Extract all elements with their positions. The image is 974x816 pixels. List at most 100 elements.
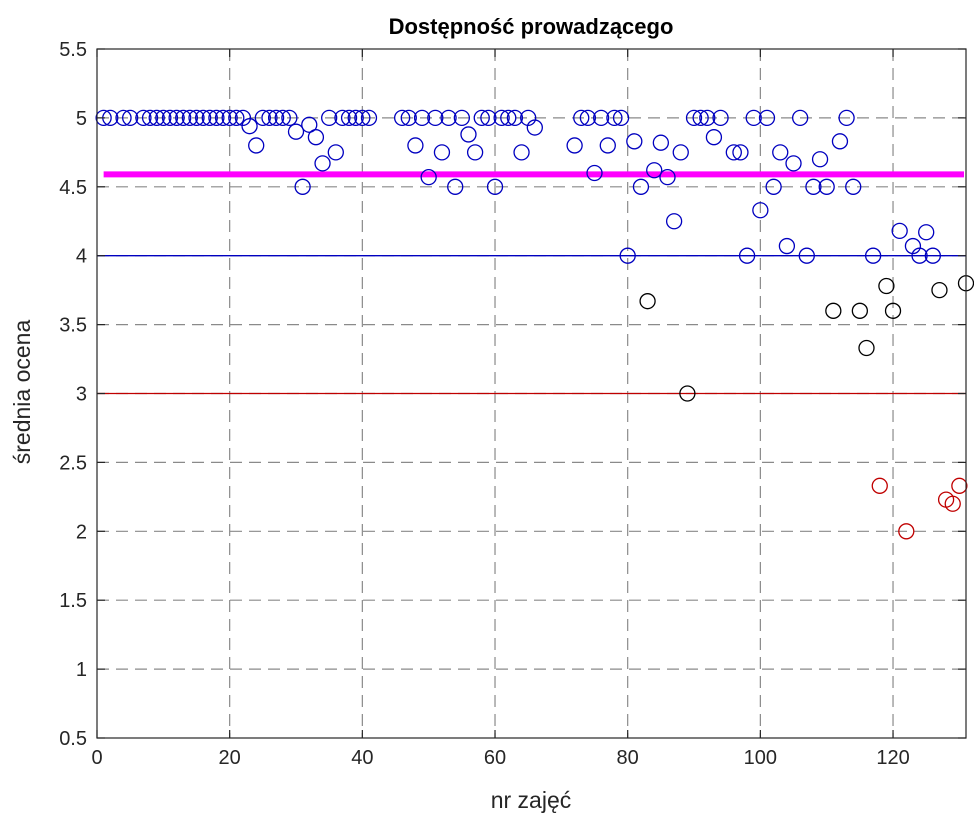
data-point xyxy=(440,109,457,127)
data-point xyxy=(725,144,742,161)
data-point xyxy=(287,123,305,140)
data-point xyxy=(566,137,583,154)
data-point xyxy=(500,109,517,127)
data-point xyxy=(274,109,291,127)
data-point xyxy=(745,109,762,127)
data-point xyxy=(95,109,112,127)
data-point xyxy=(360,109,378,127)
data-point xyxy=(732,144,749,161)
data-point xyxy=(931,281,948,299)
data-point xyxy=(579,109,597,127)
data-point xyxy=(878,277,895,295)
data-point xyxy=(420,169,437,186)
data-point xyxy=(460,126,477,143)
data-point xyxy=(811,151,829,168)
data-point xyxy=(248,137,265,154)
x-tick-label: 40 xyxy=(351,747,373,769)
data-point xyxy=(599,137,616,154)
data-point xyxy=(393,109,411,127)
data-point xyxy=(845,178,862,195)
data-point xyxy=(758,109,776,127)
data-point xyxy=(148,109,165,127)
y-tick-label: 1.5 xyxy=(59,590,87,612)
data-point xyxy=(851,302,869,319)
data-point xyxy=(898,523,915,540)
data-point xyxy=(427,109,444,127)
data-point xyxy=(792,109,809,127)
x-axis-label: nr zajęć xyxy=(491,787,572,813)
axes xyxy=(96,48,967,739)
x-tick-label: 60 xyxy=(484,747,506,769)
y-tick-label: 4 xyxy=(76,246,87,268)
x-tick-label: 120 xyxy=(876,747,909,769)
y-tick-label: 3 xyxy=(76,384,87,406)
data-point xyxy=(586,164,603,182)
data-point xyxy=(301,116,318,133)
data-point xyxy=(619,247,636,264)
data-point xyxy=(155,109,172,127)
data-point xyxy=(864,247,882,264)
data-point xyxy=(506,109,524,127)
data-point xyxy=(175,109,192,127)
data-point xyxy=(593,109,610,127)
chart-title: Dostępność prowadzącego xyxy=(389,14,674,39)
data-point xyxy=(672,144,689,161)
data-point xyxy=(334,109,351,127)
data-point xyxy=(407,137,424,154)
y-tick-label: 3.5 xyxy=(59,315,87,337)
data-points xyxy=(95,109,974,540)
data-point xyxy=(493,109,510,127)
data-point xyxy=(798,247,815,264)
data-point xyxy=(825,302,842,319)
data-point xyxy=(254,109,271,127)
data-point xyxy=(838,109,855,127)
x-tick-label: 20 xyxy=(219,747,241,769)
data-point xyxy=(891,222,908,240)
data-point xyxy=(347,109,364,127)
data-point xyxy=(267,109,285,127)
data-point xyxy=(314,155,331,172)
data-point xyxy=(261,109,278,127)
data-point xyxy=(639,293,656,310)
data-point xyxy=(161,109,179,127)
data-point xyxy=(692,109,709,127)
x-tick-label: 80 xyxy=(617,747,639,769)
x-tick-label: 100 xyxy=(744,747,777,769)
data-point xyxy=(712,109,729,127)
data-point xyxy=(918,224,935,241)
data-point xyxy=(765,178,782,195)
y-tick-label: 4.5 xyxy=(59,177,87,199)
data-point xyxy=(281,109,298,127)
data-point xyxy=(871,477,888,494)
data-point xyxy=(831,133,849,150)
y-tick-label: 2 xyxy=(76,521,87,543)
data-point xyxy=(168,109,185,127)
data-point xyxy=(626,133,643,150)
data-point xyxy=(665,213,683,230)
x-tick-label: 0 xyxy=(91,747,102,769)
y-tick-label: 5 xyxy=(76,108,87,130)
data-point xyxy=(699,109,716,127)
data-point xyxy=(413,109,431,127)
data-point xyxy=(805,178,822,195)
data-point xyxy=(447,178,464,195)
data-point xyxy=(327,144,344,161)
data-point xyxy=(221,109,238,127)
data-point xyxy=(400,109,417,127)
data-point xyxy=(486,178,504,195)
y-tick-label: 2.5 xyxy=(59,452,87,474)
data-point xyxy=(480,109,497,127)
data-point xyxy=(705,129,723,146)
data-point xyxy=(466,144,484,161)
y-tick-label: 1 xyxy=(76,659,87,681)
data-point xyxy=(951,477,968,494)
data-point xyxy=(228,109,245,127)
data-point xyxy=(752,202,769,219)
data-point xyxy=(738,247,756,264)
data-point xyxy=(911,247,928,264)
data-point xyxy=(632,178,650,195)
data-point xyxy=(606,109,623,127)
data-point xyxy=(772,144,789,161)
